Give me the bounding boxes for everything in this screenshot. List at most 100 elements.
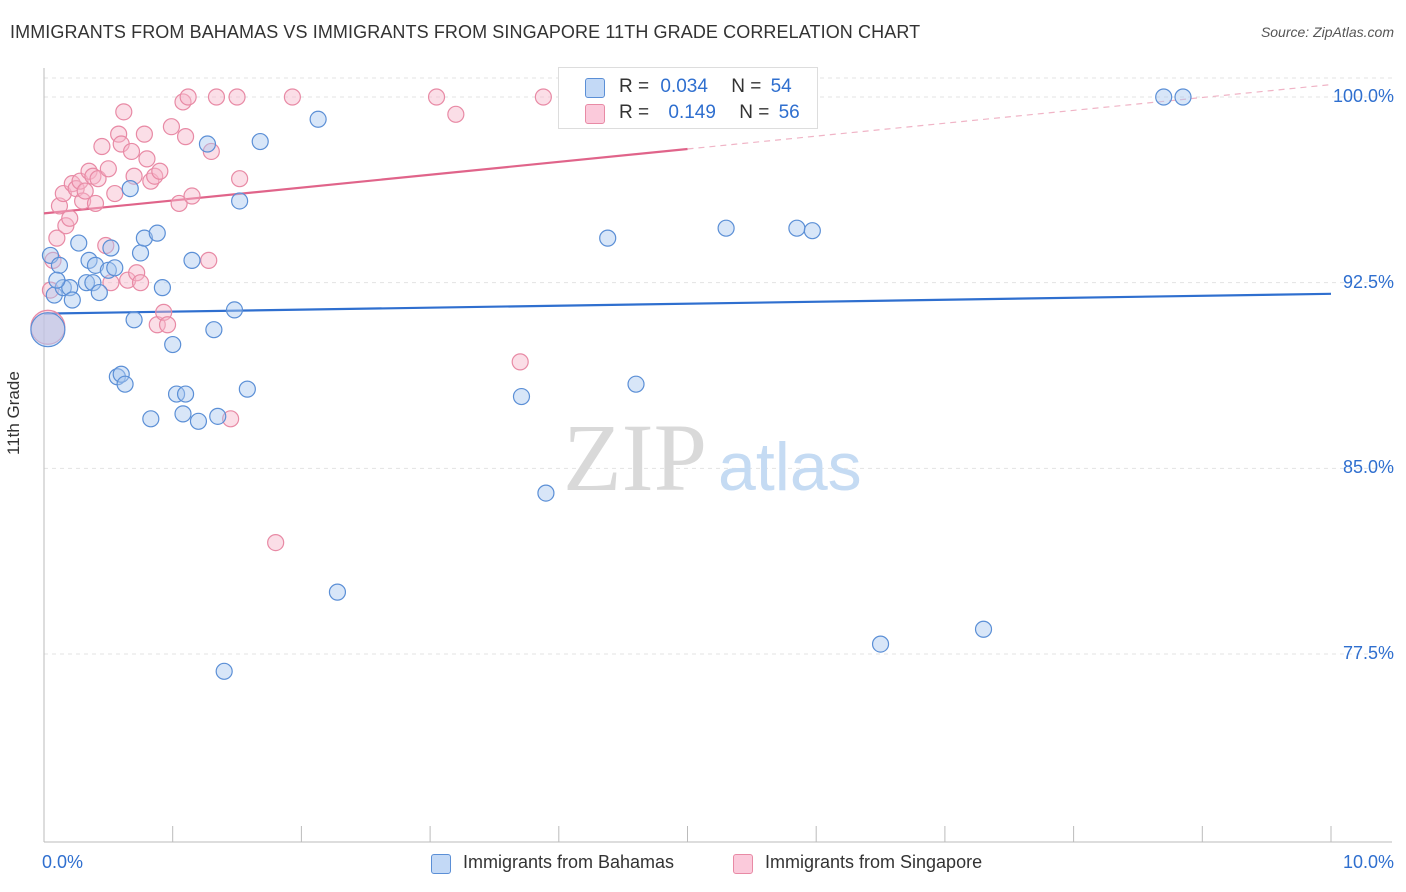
data-point-singapore <box>76 182 94 200</box>
bottom-legend-swatch-singapore <box>733 854 753 874</box>
data-point-bahamas <box>251 132 269 151</box>
data-point-singapore <box>222 410 240 428</box>
x-tick-label-max: 10.0% <box>1342 852 1394 872</box>
data-point-singapore <box>427 88 446 106</box>
data-point-bahamas <box>1174 88 1192 106</box>
data-point-singapore <box>135 125 153 143</box>
data-point-bahamas <box>102 239 120 257</box>
data-point-singapore <box>86 194 105 213</box>
data-point-bahamas <box>209 407 227 425</box>
data-point-bahamas <box>537 484 555 502</box>
points-layer <box>30 88 1192 680</box>
data-point-bahamas <box>164 335 182 354</box>
legend-n-value-bahamas: 54 <box>770 76 792 97</box>
data-point-singapore <box>162 118 181 136</box>
axis-layer <box>43 68 1392 843</box>
data-point-bahamas <box>121 179 139 198</box>
data-point-singapore <box>138 150 156 168</box>
data-point-singapore <box>283 88 301 106</box>
data-point-singapore <box>122 142 141 161</box>
data-point-bahamas <box>238 380 256 398</box>
data-point-bahamas <box>125 311 143 329</box>
legend-n-label: N = <box>739 102 770 123</box>
y-axis-label: 11th Grade <box>4 371 23 455</box>
legend-n-label: N = <box>731 76 762 97</box>
data-point-bahamas <box>116 375 134 393</box>
chart-title: IMMIGRANTS FROM BAHAMAS VS IMMIGRANTS FR… <box>10 22 921 42</box>
data-point-bahamas <box>512 387 531 406</box>
data-point-bahamas <box>717 219 735 237</box>
data-point-bahamas <box>205 321 223 339</box>
bottom-legend-swatch-bahamas <box>431 854 451 874</box>
data-point-singapore <box>511 353 529 371</box>
data-point-bahamas <box>174 405 192 423</box>
correlation-legend: R = 0.034 N = 54 R = 0.149 N = 56 <box>558 67 818 129</box>
data-point-singapore <box>74 192 92 210</box>
watermark-atlas: atlas <box>718 429 862 505</box>
data-point-singapore <box>110 125 128 143</box>
data-point-singapore <box>170 194 188 213</box>
data-point-singapore <box>231 170 249 188</box>
data-point-bahamas <box>50 256 69 274</box>
data-point-bahamas <box>131 244 150 262</box>
data-point-singapore <box>158 316 177 334</box>
legend-r-value-bahamas: 0.034 <box>660 76 708 97</box>
data-point-singapore <box>176 128 195 146</box>
data-point-singapore <box>207 88 226 106</box>
data-point-bahamas <box>84 274 102 292</box>
data-point-singapore <box>89 170 107 188</box>
bottom-legend-label-bahamas: Immigrants from Bahamas <box>463 852 675 872</box>
data-point-bahamas <box>788 219 806 237</box>
data-point-bahamas <box>215 662 233 680</box>
data-point-bahamas <box>30 312 66 348</box>
data-point-bahamas <box>309 110 327 128</box>
data-point-bahamas <box>90 283 108 302</box>
source-attribution: Source: ZipAtlas.com <box>1260 24 1394 40</box>
legend-r-label: R = <box>619 76 650 97</box>
legend-n-value-singapore: 56 <box>778 102 800 123</box>
data-point-singapore <box>174 93 192 111</box>
data-point-bahamas <box>112 365 130 383</box>
trendline-singapore <box>43 147 688 215</box>
data-point-bahamas <box>974 620 993 638</box>
trend-layer <box>43 84 1332 315</box>
legend-r-label: R = <box>619 102 650 123</box>
data-point-bahamas <box>189 412 208 430</box>
data-point-singapore <box>151 162 169 180</box>
data-point-bahamas <box>63 291 81 309</box>
x-tick-label-min: 0.0% <box>42 852 84 872</box>
data-point-bahamas <box>176 385 195 403</box>
data-point-bahamas <box>167 385 186 403</box>
y-tick-label: 100.0% <box>1332 86 1394 106</box>
data-point-singapore <box>146 167 164 185</box>
data-point-bahamas <box>106 259 124 277</box>
data-point-bahamas <box>871 635 890 653</box>
data-point-bahamas <box>153 279 172 297</box>
data-point-singapore <box>267 533 285 552</box>
data-point-bahamas <box>1155 88 1173 106</box>
trendline-singapore-extension <box>687 84 1332 150</box>
legend-swatch-bahamas <box>585 78 605 98</box>
data-point-bahamas <box>77 274 96 292</box>
data-point-singapore <box>48 229 66 247</box>
data-point-bahamas <box>231 192 249 210</box>
y-tick-label: 92.5% <box>1342 271 1394 292</box>
data-point-singapore <box>106 184 124 203</box>
data-point-singapore <box>131 274 150 292</box>
data-point-bahamas <box>599 229 617 247</box>
data-point-singapore <box>93 137 111 156</box>
data-point-singapore <box>228 88 246 106</box>
data-point-bahamas <box>198 135 217 153</box>
data-point-singapore <box>179 88 197 106</box>
data-point-bahamas <box>803 222 821 240</box>
data-point-bahamas <box>48 271 66 289</box>
bottom-legend-label-singapore: Immigrants from Singapore <box>765 852 983 872</box>
data-point-singapore <box>99 160 117 178</box>
data-point-singapore <box>115 103 133 121</box>
data-point-bahamas <box>135 229 153 247</box>
data-point-bahamas <box>627 375 645 393</box>
data-point-singapore <box>128 264 146 282</box>
data-point-bahamas <box>225 301 244 319</box>
grid-layer <box>44 77 1392 655</box>
data-point-singapore <box>61 209 79 227</box>
